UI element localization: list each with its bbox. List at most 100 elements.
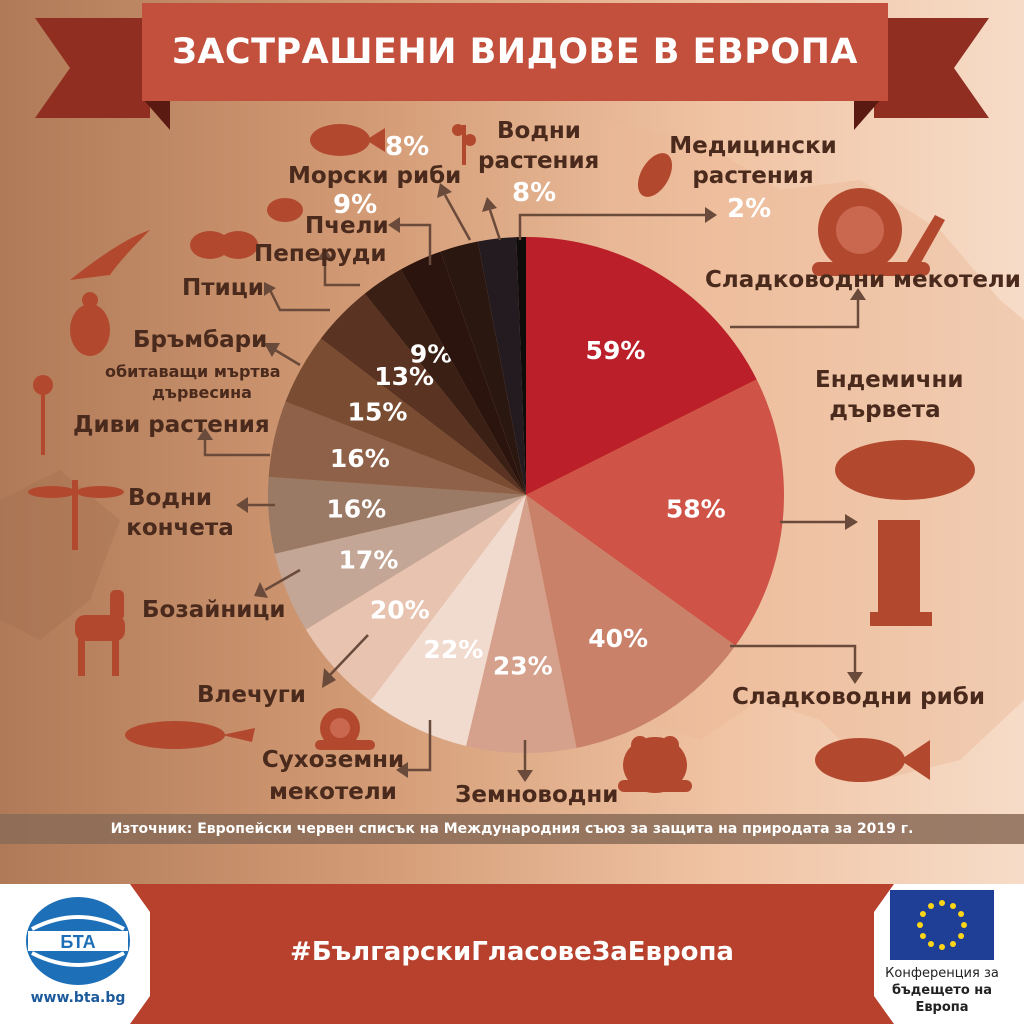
label-land-molluscs-line2: мекотели bbox=[269, 779, 397, 805]
label-land-molluscs-line1: Сухоземни bbox=[261, 747, 405, 773]
bta-url: www.bta.bg bbox=[30, 990, 126, 1006]
label-aquatic-plants-line1: Водни bbox=[497, 118, 581, 144]
label-medicinal-plants-line1: Медицински bbox=[669, 133, 837, 159]
pie-value-label-7: 17% bbox=[339, 546, 399, 575]
lizard-icon bbox=[125, 721, 255, 749]
aquatic-plant-icon bbox=[452, 124, 476, 165]
pie-slice-5 bbox=[370, 495, 526, 746]
eu-star-icon bbox=[919, 911, 926, 917]
page-title: ЗАСТРАШЕНИ ВИДОВЕ В ЕВРОПА bbox=[171, 32, 859, 72]
eu-caption-line3: Европа bbox=[915, 1000, 969, 1015]
pct-marine-fish: 8% bbox=[385, 132, 430, 162]
pie-slice-10 bbox=[285, 338, 526, 495]
eu-star-icon bbox=[928, 902, 934, 909]
label-birds: Птици bbox=[182, 275, 264, 301]
eu-star-icon bbox=[928, 941, 934, 948]
label-dragonflies-line2: кончета bbox=[126, 515, 234, 541]
horse-icon bbox=[75, 590, 125, 676]
fish-icon bbox=[815, 738, 930, 782]
label-endemic-trees-line1: Ендемични bbox=[815, 367, 964, 393]
label-beetles-line2: обитаващи мъртва bbox=[105, 362, 281, 381]
pie-slice-15 bbox=[477, 237, 526, 495]
title-banner: ЗАСТРАШЕНИ ВИДОВЕ В ЕВРОПА bbox=[142, 3, 888, 101]
label-reptiles: Влечуги bbox=[197, 682, 306, 708]
eu-star-icon bbox=[919, 933, 926, 939]
pie-value-label-6: 20% bbox=[370, 595, 430, 624]
bta-logo-text: БТА bbox=[60, 932, 95, 952]
label-freshwater-molluscs: Сладководни мекотели bbox=[705, 267, 1021, 293]
source-text: Източник: Европейски червен списък на Ме… bbox=[110, 821, 914, 837]
label-freshwater-fish: Сладководни риби bbox=[732, 684, 985, 710]
pie-slice-3 bbox=[526, 495, 736, 749]
pie-slice-11 bbox=[320, 293, 526, 495]
source-bar bbox=[0, 814, 1024, 844]
label-wild-plants: Диви растения bbox=[73, 412, 270, 438]
land-snail-icon bbox=[315, 708, 375, 750]
frog-icon bbox=[618, 736, 692, 793]
marine-fish-icon bbox=[310, 124, 385, 156]
pie-value-label-2: 58% bbox=[666, 495, 726, 524]
title-ribbon bbox=[35, 18, 989, 130]
eu-star-icon bbox=[958, 933, 965, 939]
dragonfly-icon bbox=[28, 480, 124, 550]
pie-slice-14 bbox=[440, 241, 526, 495]
pie-value-label-8: 16% bbox=[326, 495, 386, 524]
pie-value-label-1: 59% bbox=[586, 336, 646, 365]
pie-slice-9 bbox=[268, 401, 526, 495]
eu-star-icon bbox=[917, 922, 923, 928]
pie-slice-2 bbox=[526, 379, 784, 646]
label-amphibians: Земноводни bbox=[455, 782, 619, 808]
hashtag: #БългарскиГласовеЗаЕвропа bbox=[290, 937, 734, 967]
pie-slice-16 bbox=[516, 237, 526, 495]
footer-band bbox=[150, 884, 874, 1024]
pct-medicinal-plants: 2% bbox=[727, 194, 772, 224]
eu-star-icon bbox=[950, 941, 956, 948]
eu-star-icon bbox=[939, 944, 945, 950]
pie-slice-8 bbox=[268, 476, 526, 554]
pie-slice-1 bbox=[526, 237, 757, 495]
medicinal-plant-icon bbox=[637, 153, 673, 197]
pie-value-label-5: 22% bbox=[423, 635, 483, 664]
beetle-icon bbox=[70, 292, 110, 356]
label-endemic-trees-line2: дървета bbox=[829, 397, 941, 423]
label-mammals: Бозайници bbox=[142, 597, 286, 623]
eu-star-icon bbox=[939, 900, 945, 906]
eu-caption-line2: бъдещето на bbox=[891, 983, 993, 998]
pie-slice-6 bbox=[305, 495, 526, 701]
pie-value-label-10: 15% bbox=[348, 398, 408, 427]
pie-slice-13 bbox=[400, 251, 526, 495]
eu-caption-line1: Конференция за bbox=[885, 966, 999, 981]
label-medicinal-plants-line2: растения bbox=[692, 163, 814, 189]
eu-star-icon bbox=[950, 902, 956, 909]
label-butterflies: Пеперуди bbox=[254, 241, 387, 267]
label-aquatic-plants-line2: растения bbox=[478, 148, 600, 174]
pct-aquatic-plants: 8% bbox=[512, 178, 557, 208]
snail-icon bbox=[812, 188, 945, 276]
label-beetles-line1: Бръмбари bbox=[133, 327, 268, 353]
pct-bees: 9% bbox=[333, 190, 378, 220]
pie-slice-12 bbox=[364, 269, 526, 495]
pie-value-label-3: 40% bbox=[588, 624, 648, 653]
pie-value-label-4: 23% bbox=[493, 651, 553, 680]
eu-caption: Конференция за бъдещето на Европа bbox=[872, 965, 1012, 1016]
flower-icon bbox=[33, 375, 53, 455]
label-marine-fish: Морски риби bbox=[288, 163, 462, 189]
pie-slice-7 bbox=[274, 495, 526, 630]
bee-icon bbox=[267, 198, 303, 222]
butterfly-icon bbox=[190, 231, 258, 259]
eu-flag-icon bbox=[890, 890, 994, 960]
pie-value-label-9: 16% bbox=[330, 444, 390, 473]
tree-icon bbox=[835, 440, 975, 626]
label-beetles-line3: дървесина bbox=[152, 383, 252, 402]
pie-slice-4 bbox=[466, 495, 577, 753]
bird-icon bbox=[70, 230, 150, 280]
label-bees: Пчели bbox=[305, 213, 389, 239]
label-dragonflies-line1: Водни bbox=[128, 485, 212, 511]
eu-star-icon bbox=[958, 911, 965, 917]
bta-logo: БТА bbox=[26, 897, 130, 985]
eu-star-icon bbox=[961, 922, 967, 928]
